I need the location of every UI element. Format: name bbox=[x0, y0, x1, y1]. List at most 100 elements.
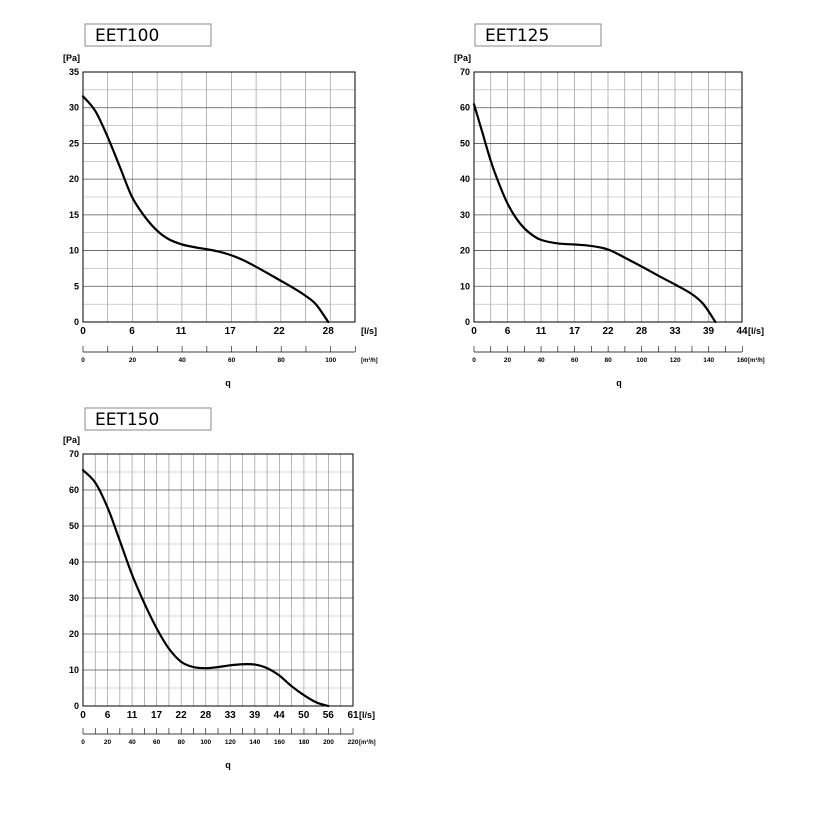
m3h-tick-label: 40 bbox=[128, 739, 136, 746]
y-axis-unit: [Pa] bbox=[454, 53, 471, 63]
y-tick-label: 20 bbox=[69, 174, 79, 184]
y-tick-label: 30 bbox=[69, 103, 79, 113]
y-tick-label: 10 bbox=[460, 281, 470, 291]
x-tick-label: 28 bbox=[200, 710, 212, 721]
x-tick-label: 6 bbox=[505, 326, 511, 337]
x-tick-label: 0 bbox=[471, 326, 477, 337]
x-tick-label: 28 bbox=[323, 326, 335, 337]
chart-eet100: EET100 [Pa] 0 5 10 15 20 25 30 35 0 6 11 17 22 28 [l/s] 0… bbox=[63, 23, 378, 388]
m3h-tick-label: 0 bbox=[472, 357, 476, 364]
y-tick-label: 60 bbox=[69, 485, 79, 495]
chart-title: EET100 bbox=[95, 26, 159, 46]
m3h-tick-label: 160 bbox=[737, 357, 748, 364]
y-tick-label: 50 bbox=[69, 521, 79, 531]
x-tick-label: 61 bbox=[347, 710, 359, 721]
m3h-tick-label: 80 bbox=[178, 739, 186, 746]
x-tick-label: 50 bbox=[298, 710, 310, 721]
m3h-axis-unit: [m³/h] bbox=[361, 357, 378, 364]
m3h-tick-label: 0 bbox=[81, 739, 85, 746]
m3h-axis-unit: [m³/h] bbox=[748, 357, 765, 364]
chart-title-box bbox=[84, 23, 212, 47]
y-tick-label: 30 bbox=[460, 210, 470, 220]
x-tick-label: 6 bbox=[105, 710, 111, 721]
x-tick-label: 44 bbox=[274, 710, 286, 721]
y-tick-label: 40 bbox=[69, 557, 79, 567]
chart-title: EET150 bbox=[95, 410, 159, 430]
fan-curve-eet150 bbox=[81, 469, 330, 708]
x-tick-label: 17 bbox=[151, 710, 163, 721]
y-tick-label: 0 bbox=[465, 317, 470, 327]
x-tick-label: 17 bbox=[569, 326, 581, 337]
m3h-tick-label: 20 bbox=[129, 357, 137, 364]
x-tick-label: 11 bbox=[176, 326, 187, 337]
y-tick-label: 20 bbox=[460, 246, 470, 256]
m3h-tick-label: 0 bbox=[81, 357, 85, 364]
plot-frame bbox=[82, 453, 354, 707]
m3h-tick-label: 60 bbox=[228, 357, 236, 364]
y-tick-label: 50 bbox=[460, 138, 470, 148]
y-tick-label: 60 bbox=[460, 103, 470, 113]
x-tick-label: 33 bbox=[669, 326, 681, 337]
m3h-tick-label: 40 bbox=[537, 357, 545, 364]
y-tick-label: 5 bbox=[74, 281, 79, 291]
y-tick-label: 10 bbox=[69, 665, 79, 675]
m3h-tick-label: 40 bbox=[178, 357, 186, 364]
m3h-tick-label: 60 bbox=[153, 739, 161, 746]
plot-frame bbox=[82, 71, 356, 323]
x-tick-label: 17 bbox=[225, 326, 237, 337]
y-tick-label: 30 bbox=[69, 593, 79, 603]
m3h-tick-label: 100 bbox=[200, 739, 211, 746]
x-tick-label: 6 bbox=[129, 326, 135, 337]
y-tick-label: 70 bbox=[69, 449, 79, 459]
m3h-tick-label: 20 bbox=[104, 739, 112, 746]
m3h-tick-label: 140 bbox=[249, 739, 260, 746]
m3h-tick-label: 100 bbox=[636, 357, 647, 364]
m3h-tick-label: 220 bbox=[348, 739, 359, 746]
q-axis-label: q bbox=[616, 378, 622, 388]
chart-eet125: EET125 [Pa] 0 10 20 30 40 50 60 70 0 6 11 17 22 28 33 39 4… bbox=[454, 23, 765, 388]
y-tick-label: 25 bbox=[69, 138, 79, 148]
x-tick-label: 28 bbox=[636, 326, 648, 337]
plot-frame bbox=[473, 71, 743, 323]
x-tick-label: 39 bbox=[249, 710, 261, 721]
x-tick-label: 11 bbox=[127, 710, 138, 721]
y-tick-label: 40 bbox=[460, 174, 470, 184]
m3h-tick-label: 160 bbox=[274, 739, 285, 746]
y-tick-label: 70 bbox=[460, 67, 470, 77]
y-axis-unit: [Pa] bbox=[63, 53, 80, 63]
x-tick-label: 56 bbox=[323, 710, 335, 721]
y-axis-unit: [Pa] bbox=[63, 435, 80, 445]
fan-curve-eet100 bbox=[81, 95, 330, 324]
m3h-tick-label: 60 bbox=[571, 357, 579, 364]
m3h-tick-label: 140 bbox=[703, 357, 714, 364]
m3h-tick-label: 80 bbox=[605, 357, 613, 364]
x-tick-label: 22 bbox=[176, 710, 188, 721]
m3h-tick-label: 100 bbox=[325, 357, 336, 364]
chart-title: EET125 bbox=[485, 26, 549, 46]
m3h-tick-label: 120 bbox=[670, 357, 681, 364]
m3h-tick-label: 200 bbox=[323, 739, 334, 746]
x-axis-unit: [l/s] bbox=[359, 710, 375, 720]
x-axis-unit: [l/s] bbox=[748, 326, 764, 336]
m3h-tick-label: 80 bbox=[278, 357, 286, 364]
x-tick-label: 22 bbox=[602, 326, 614, 337]
y-tick-label: 35 bbox=[69, 67, 79, 77]
q-axis-label: q bbox=[225, 378, 231, 388]
m3h-tick-label: 180 bbox=[299, 739, 310, 746]
x-tick-label: 39 bbox=[703, 326, 715, 337]
chart-title-box bbox=[474, 23, 602, 47]
x-tick-label: 0 bbox=[80, 326, 86, 337]
m3h-tick-label: 120 bbox=[225, 739, 236, 746]
m3h-axis-unit: [m³/h] bbox=[359, 739, 376, 746]
y-tick-label: 0 bbox=[74, 701, 79, 711]
x-tick-label: 11 bbox=[536, 326, 547, 337]
x-tick-label: 44 bbox=[736, 326, 748, 337]
y-tick-label: 15 bbox=[69, 210, 79, 220]
y-tick-label: 0 bbox=[74, 317, 79, 327]
chart-title-box bbox=[84, 407, 212, 431]
x-axis-unit: [l/s] bbox=[361, 326, 377, 336]
m3h-tick-label: 20 bbox=[504, 357, 512, 364]
q-axis-label: q bbox=[225, 760, 231, 770]
x-tick-label: 22 bbox=[274, 326, 286, 337]
